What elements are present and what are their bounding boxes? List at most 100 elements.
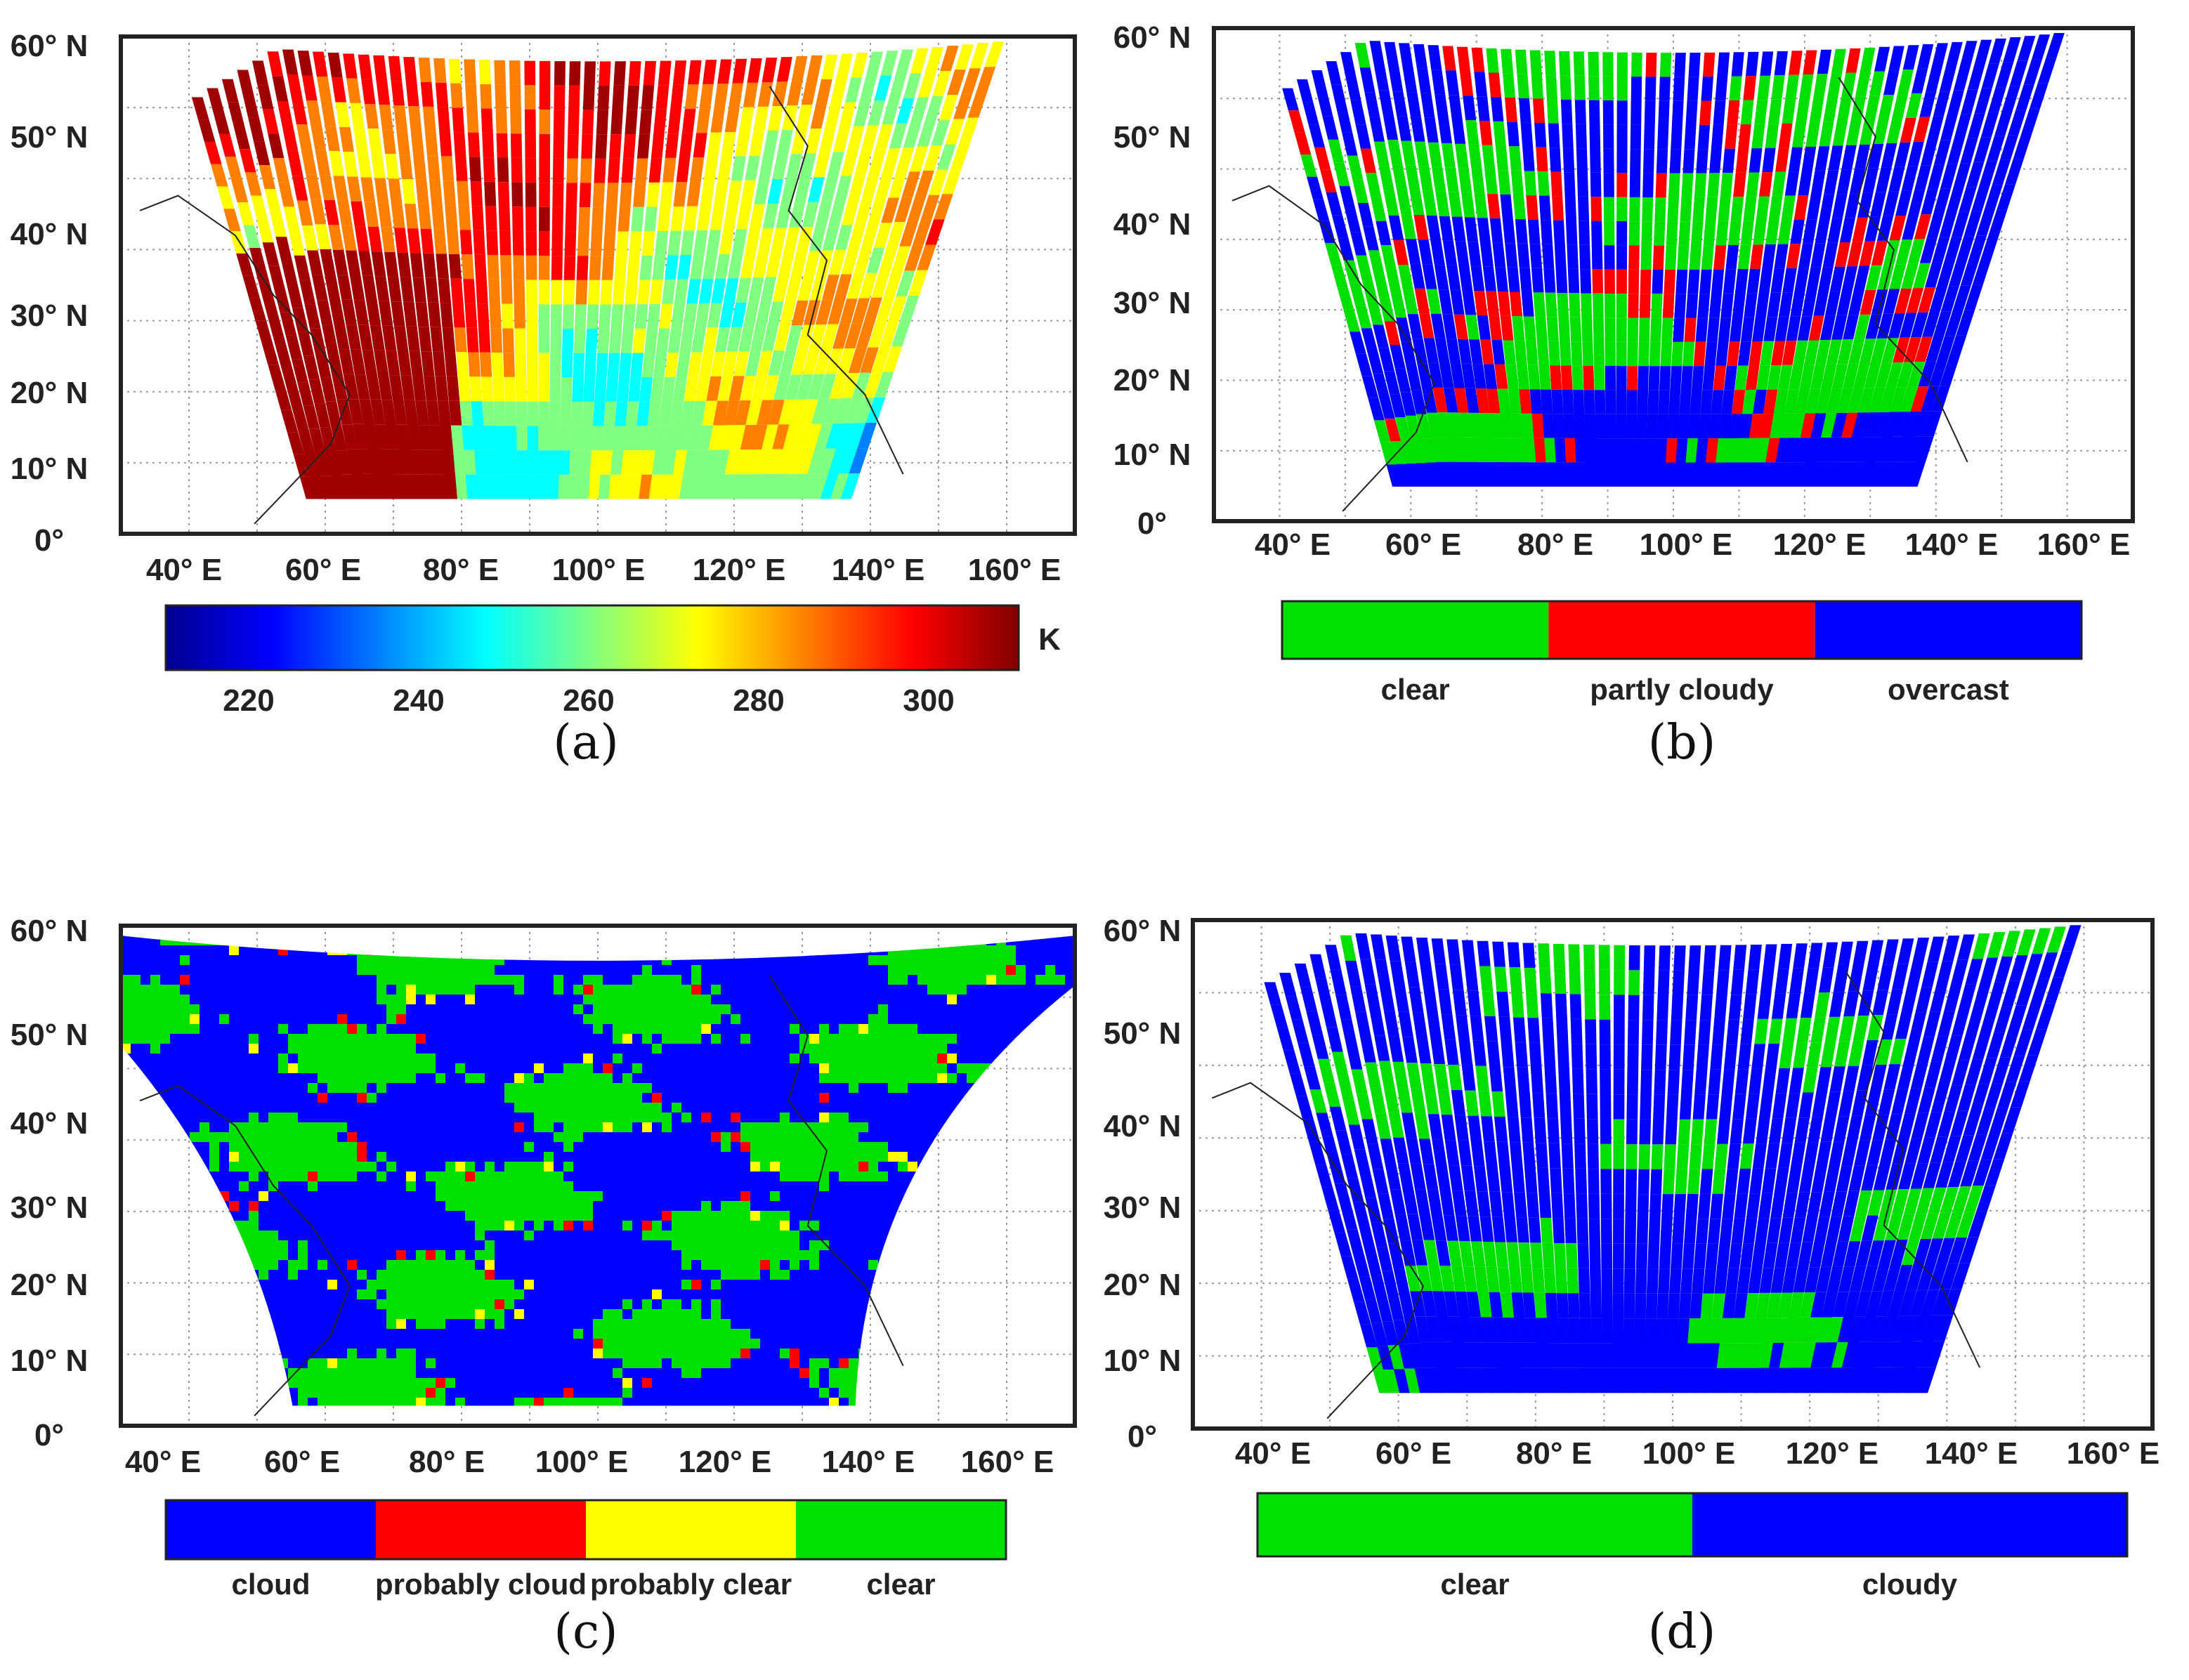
pixel [760,1093,771,1103]
pixel [131,985,141,995]
data-layer [121,936,1075,1406]
swath-segment [754,179,770,204]
pixel [259,1073,269,1084]
pixel [534,1201,544,1212]
swath-segment [1673,317,1685,342]
swath-segment [1450,363,1465,388]
pixel [504,1044,515,1054]
pixel [819,995,830,1005]
pixel [268,1142,279,1153]
pixel [878,945,889,956]
pixel [1006,1132,1017,1143]
swath-segment [1767,365,1782,390]
swath-segment [807,177,825,202]
swath-segment [1910,312,1928,338]
pixel [239,936,249,946]
pixel [436,1142,446,1153]
pixel [701,1044,712,1054]
pixel [524,1113,535,1123]
swath-segment [1897,70,1914,95]
pixel [662,1142,672,1153]
pixel [396,985,407,995]
swath-segment [1878,95,1895,120]
swath-segment [1684,317,1697,342]
pixel [701,1103,712,1113]
pixel [347,1122,358,1133]
swath-segment [639,110,653,134]
pixel [209,955,220,966]
swath-segment [1765,124,1779,148]
pixel [229,1152,240,1162]
pixel [298,995,308,1005]
pixel [190,995,200,1005]
swath-segment [267,51,284,77]
swath-segment [874,372,894,398]
pixel [858,1034,869,1044]
pixel [731,1034,741,1044]
pixel [701,945,712,956]
pixel [524,1181,535,1192]
pixel [426,965,436,976]
swath-segment [910,97,929,123]
pixel [1035,995,1046,1005]
pixel [445,975,456,985]
pixel [1045,1152,1056,1162]
pixel [750,1172,761,1182]
pixel [406,1024,417,1035]
pixel [937,936,948,946]
pixel [711,1142,721,1153]
pixel [878,1122,889,1133]
pixel [1055,1004,1066,1015]
pixel [632,1162,643,1172]
swath-segment [740,180,756,205]
pixel [947,1113,958,1123]
swath-segment [598,474,612,499]
pixel [386,1044,397,1054]
pixel [750,975,761,985]
swath-segment [785,374,802,400]
pixel [386,1083,397,1094]
pixel [829,1191,839,1202]
swath-segment [482,133,495,158]
pixel [986,995,997,1005]
pixel [701,1004,712,1015]
swath-segment [847,126,865,152]
pixel [662,1152,672,1162]
pixel [839,1093,849,1103]
pixel [268,1122,279,1133]
pixel [908,1014,918,1025]
pixel [445,1044,456,1054]
pixel [976,1152,987,1162]
swath-segment [1497,291,1511,316]
pixel [721,1162,731,1172]
pixel [268,1191,279,1202]
pixel [622,1004,633,1015]
pixel [337,1093,348,1103]
pixel [927,1152,938,1162]
pixel [986,1152,997,1162]
swath-segment [482,401,495,426]
pixel [967,1093,977,1103]
swath-segment [1522,146,1535,171]
swath-segment [1555,462,1569,487]
pixel [721,1191,731,1202]
pixel [947,1063,958,1074]
pixel [436,1034,446,1044]
pixel [849,1172,859,1182]
pixel [337,1044,348,1054]
swath-segment [485,449,497,475]
swath-segment [2013,133,2032,159]
swath-segment [1671,125,1682,150]
swath-segment [717,376,733,401]
pixel [740,1044,751,1054]
pixel [495,1034,505,1044]
pixel [868,936,879,946]
pixel [347,1083,358,1094]
pixel [652,1054,662,1064]
swath-segment [278,182,295,207]
swath-segment [1799,74,1814,99]
lon-label: 140° E [832,553,925,587]
swath-segment [1616,100,1628,125]
pixel [200,1172,210,1182]
pixel [849,1181,859,1192]
